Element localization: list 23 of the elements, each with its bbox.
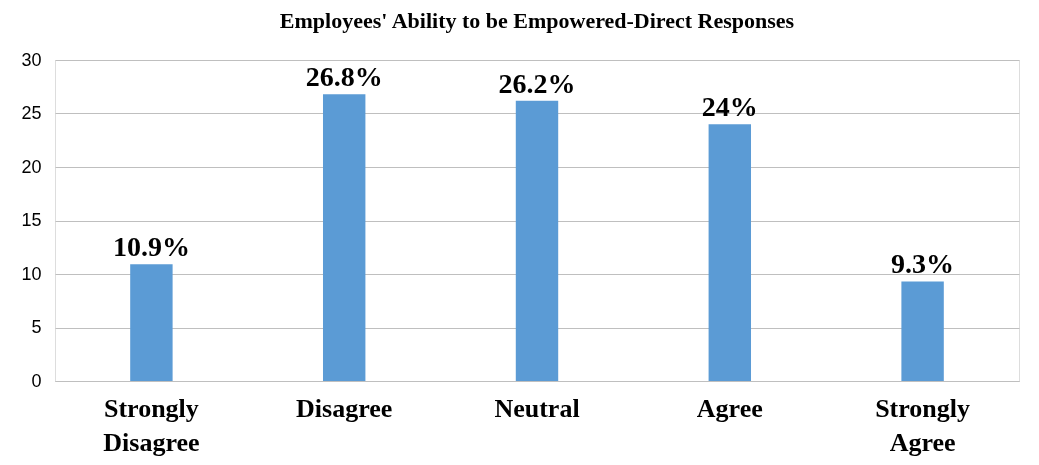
y-tick-label: 30: [21, 49, 42, 70]
x-tick-label: Strongly Agree: [875, 393, 971, 457]
x-tick-label: Disagree: [296, 393, 393, 423]
bar: [708, 124, 752, 381]
data-label: 10.9%: [112, 231, 190, 263]
bar: [130, 264, 173, 381]
x-tick-label: Neutral: [494, 393, 580, 423]
x-tick-label: Agree: [696, 393, 763, 423]
data-label: 9.3%: [891, 248, 955, 280]
y-tick-label: 0: [31, 370, 42, 391]
bar: [515, 100, 559, 381]
y-tick-label: 10: [21, 263, 42, 284]
data-label: 26.8%: [305, 61, 383, 93]
y-tick-label: 5: [31, 317, 42, 337]
y-tick-label: 20: [21, 156, 42, 177]
x-tick-label: Strongly Disagree: [103, 393, 200, 457]
bar: [901, 281, 944, 381]
data-label: 26.2%: [498, 67, 576, 99]
bar: [322, 94, 366, 381]
y-tick-label: 25: [21, 103, 42, 123]
data-label: 24%: [701, 91, 758, 123]
chart-title: Employees' Ability to be Empowered-Direct Responses: [279, 8, 795, 33]
y-tick-label: 15: [21, 210, 42, 230]
